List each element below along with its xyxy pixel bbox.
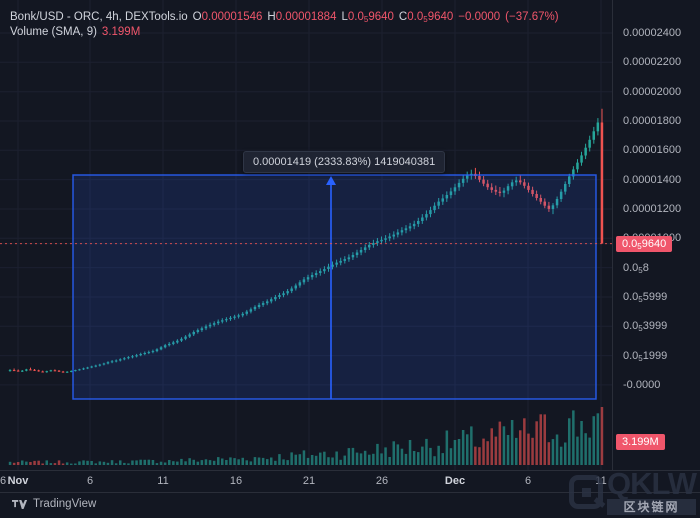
chart-grid (0, 0, 612, 470)
tradingview-brand-label: TradingView (33, 498, 97, 510)
time-tick-label: Nov (7, 475, 29, 487)
price-tick-label: 0.00001600 (623, 144, 682, 157)
time-tick-label: 11 (595, 475, 607, 487)
time-tick-label: 11 (157, 475, 169, 487)
price-tick-label: 0.00001200 (623, 203, 682, 215)
time-tick-label: 6 (86, 475, 94, 487)
time-tick-label: 6 (524, 475, 532, 487)
time-tick-label: 26 (375, 475, 389, 487)
chart-footer: TradingView (0, 492, 700, 518)
price-axis[interactable]: 0.00002400 0.00002200 0.00002000 0.00001800… (612, 0, 700, 470)
price-tick-label-zero: -0.0000 (623, 378, 661, 391)
tradingview-brand[interactable]: TradingView (12, 498, 96, 510)
time-tick-label: 21 (302, 475, 316, 487)
candlestick-plot (8, 108, 604, 465)
price-tick-label: 0.00001400 (623, 173, 682, 186)
time-tick-label: 16 (229, 475, 243, 487)
price-tick-label: 0.00001800 (623, 115, 682, 127)
price-tick-label: 0.058 (623, 261, 649, 275)
price-tick-label: 0.00002200 (623, 56, 682, 69)
time-axis[interactable]: Nov 6 11 16 21 26 Dec 6 11 16 (0, 470, 700, 493)
time-tick-label: Dec (444, 475, 466, 487)
price-tick-label: 0.053999 (623, 320, 668, 334)
price-tick-label: 0.051999 (623, 349, 668, 363)
chart-pane[interactable] (0, 0, 612, 470)
current-volume-badge[interactable]: 3.199M (616, 434, 665, 450)
tradingview-logo-icon (12, 499, 28, 509)
time-tick-label: 16 (0, 475, 7, 487)
measurement-readout: 0.00001419 (2333.83%) 1419040381 (243, 151, 446, 173)
measurement-tool[interactable] (0, 0, 612, 470)
price-tick-label: 0.00002400 (623, 27, 682, 39)
price-tick-label: 0.00002000 (623, 85, 682, 98)
current-price-badge[interactable]: 0.059640 (616, 235, 673, 252)
price-tick-label: 0.055999 (623, 291, 668, 304)
